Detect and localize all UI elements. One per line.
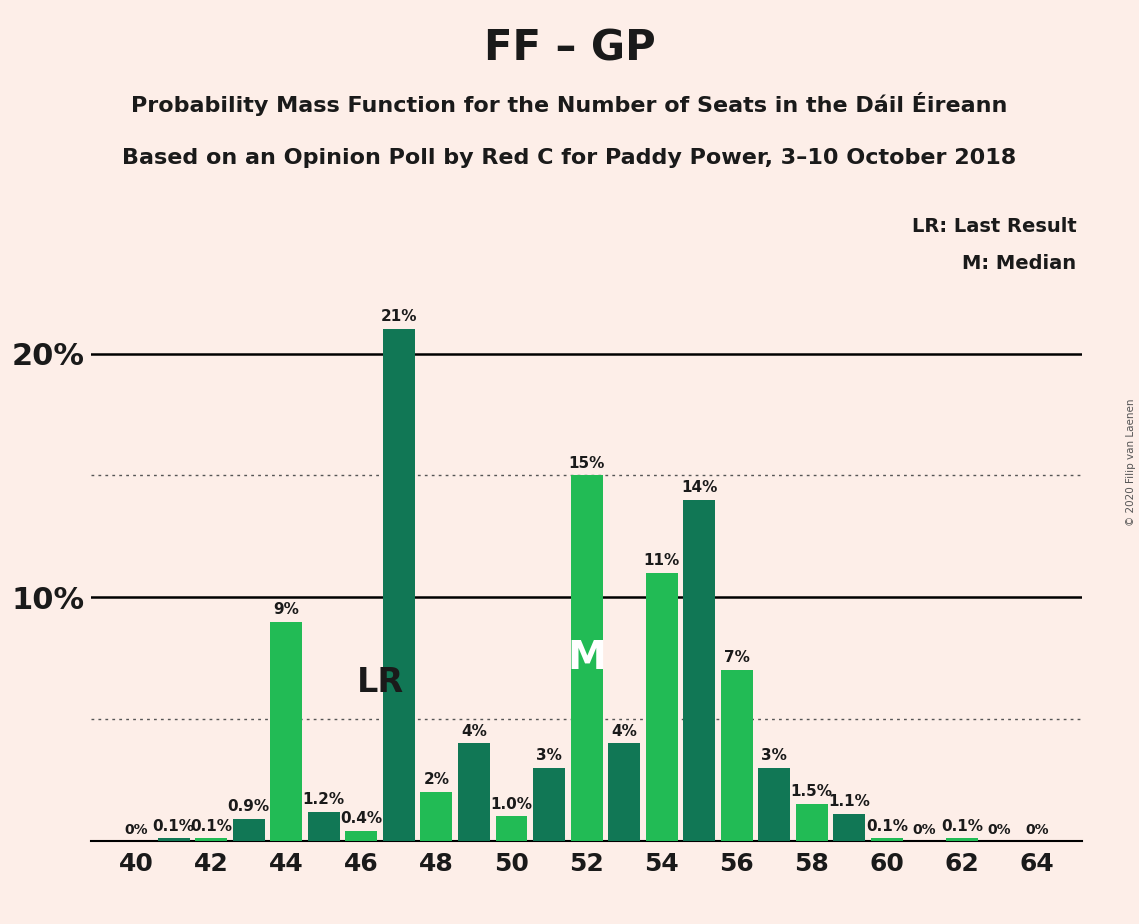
Bar — [495, 817, 527, 841]
Text: 4%: 4% — [612, 723, 637, 738]
Bar — [834, 814, 866, 841]
Bar — [195, 838, 227, 841]
Text: FF – GP: FF – GP — [484, 28, 655, 69]
Text: 1.5%: 1.5% — [790, 784, 833, 799]
Text: 0.9%: 0.9% — [228, 799, 270, 814]
Text: 15%: 15% — [568, 456, 605, 470]
Bar — [420, 792, 452, 841]
Bar — [721, 670, 753, 841]
Bar — [759, 768, 790, 841]
Text: 0.1%: 0.1% — [866, 819, 908, 833]
Bar — [947, 838, 978, 841]
Text: 0%: 0% — [124, 823, 148, 837]
Bar — [345, 831, 377, 841]
Text: LR: Last Result: LR: Last Result — [911, 217, 1076, 237]
Text: Probability Mass Function for the Number of Seats in the Dáil Éireann: Probability Mass Function for the Number… — [131, 92, 1008, 116]
Text: M: Median: M: Median — [962, 254, 1076, 274]
Bar — [796, 804, 828, 841]
Text: 0.4%: 0.4% — [341, 811, 383, 826]
Bar — [232, 819, 264, 841]
Text: 0%: 0% — [912, 823, 936, 837]
Text: 14%: 14% — [681, 480, 718, 495]
Bar — [533, 768, 565, 841]
Text: © 2020 Filip van Laenen: © 2020 Filip van Laenen — [1126, 398, 1136, 526]
Bar — [458, 744, 490, 841]
Text: 1.0%: 1.0% — [491, 796, 533, 811]
Text: 0.1%: 0.1% — [153, 819, 195, 833]
Text: 11%: 11% — [644, 553, 680, 568]
Bar — [571, 476, 603, 841]
Text: 7%: 7% — [723, 650, 749, 665]
Bar — [608, 744, 640, 841]
Text: 21%: 21% — [380, 310, 417, 324]
Text: M: M — [567, 639, 606, 677]
Text: 1.2%: 1.2% — [303, 792, 345, 807]
Bar — [683, 500, 715, 841]
Text: 3%: 3% — [536, 748, 562, 763]
Text: 9%: 9% — [273, 602, 300, 616]
Text: 0.1%: 0.1% — [190, 819, 232, 833]
Text: 0%: 0% — [988, 823, 1011, 837]
Text: 0.1%: 0.1% — [941, 819, 983, 833]
Bar — [157, 838, 190, 841]
Text: 0%: 0% — [1025, 823, 1049, 837]
Text: 2%: 2% — [424, 772, 450, 787]
Bar — [871, 838, 903, 841]
Bar — [646, 573, 678, 841]
Text: Based on an Opinion Poll by Red C for Paddy Power, 3–10 October 2018: Based on an Opinion Poll by Red C for Pa… — [122, 148, 1017, 168]
Text: 4%: 4% — [461, 723, 486, 738]
Text: LR: LR — [357, 666, 403, 699]
Bar — [308, 811, 339, 841]
Bar — [383, 329, 415, 841]
Text: 1.1%: 1.1% — [828, 794, 870, 809]
Bar — [270, 622, 302, 841]
Text: 3%: 3% — [761, 748, 787, 763]
